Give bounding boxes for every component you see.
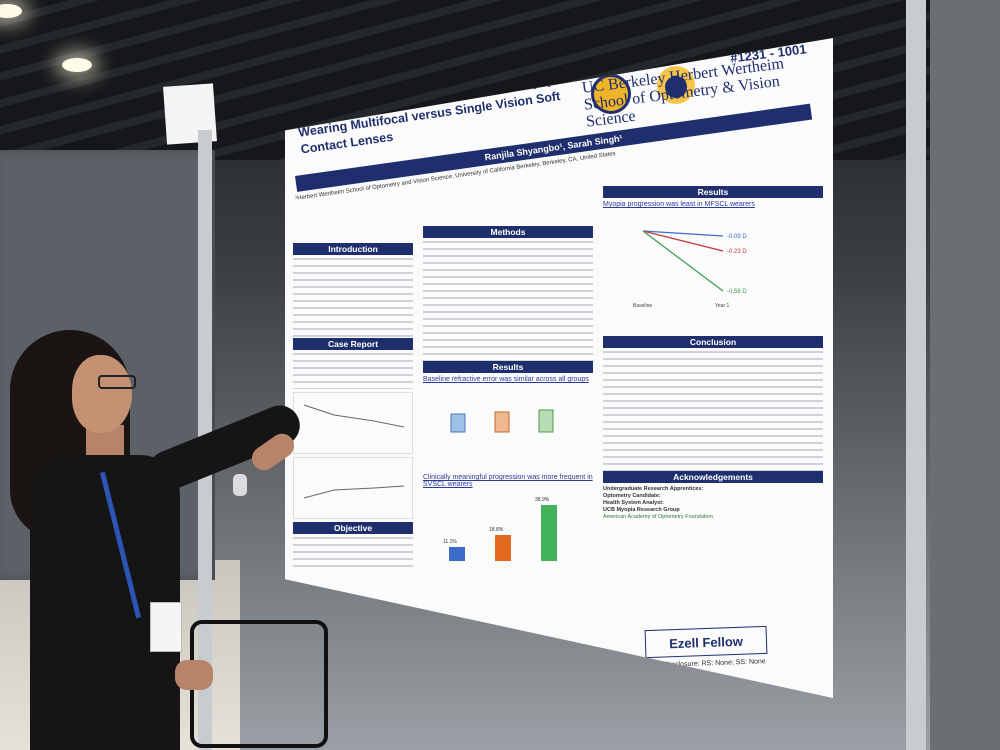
x-label-baseline: Baseline [633, 303, 652, 309]
progression-plot: -0.09 D -0.23 D -0.58 D Baseline Year 1 [633, 230, 747, 309]
value-label-1: -0.09 D [727, 234, 747, 240]
case-report-text-placeholder [293, 353, 413, 389]
x-label-year1: Year 1 [715, 303, 729, 309]
center-column: Methods Results Baseline refractive erro… [423, 226, 593, 576]
bar-2-label: 18.8% [489, 527, 504, 533]
resting-hand [175, 660, 213, 690]
intro-text-placeholder [293, 258, 413, 338]
line-svscl-prior [642, 230, 724, 252]
barplot-title: Clinically meaningful progression was mo… [423, 474, 593, 488]
value-label-2: -0.23 D [727, 249, 747, 255]
watch-icon [233, 474, 247, 496]
bar-3-label: 38.9% [535, 497, 550, 503]
conclusion-text-placeholder [603, 351, 823, 471]
panel-pole [906, 0, 926, 750]
section-objective: Objective [293, 522, 413, 534]
case-plot-1 [293, 392, 413, 454]
disclosure: Disclosure: RS: None; SS: None [664, 658, 766, 669]
ezell-fellow-badge: Ezell Fellow [644, 625, 768, 659]
box-3 [538, 409, 554, 433]
display-panel-right [930, 0, 1000, 750]
ack-analyst: Health System Analyst: [603, 500, 664, 506]
bar-2 [495, 535, 511, 561]
objective-text-placeholder [293, 537, 413, 567]
right-column: Results Myopia progression was least in … [603, 186, 823, 521]
value-label-3: -0.58 D [727, 289, 747, 295]
research-poster: #1231 - 1001 UC Berkeley Herbert Werthei… [285, 38, 833, 698]
bar-1 [449, 547, 465, 561]
case-plot-2 [293, 457, 413, 519]
ceiling-light [62, 58, 92, 72]
ceiling-light [0, 4, 22, 18]
section-methods: Methods [423, 226, 593, 238]
section-introduction: Introduction [293, 243, 413, 255]
section-conclusion: Conclusion [603, 336, 823, 348]
barplot: 11.1% 18.8% 38.9% [443, 497, 557, 561]
section-case-report: Case Report [293, 338, 413, 350]
bar-1-label: 11.1% [443, 539, 457, 545]
person-face [72, 355, 132, 433]
boxplot-title: Baseline refractive error was similar ac… [423, 376, 589, 383]
boxplot [450, 409, 554, 433]
line-current-mfscl [642, 230, 724, 237]
section-acknowledgements: Acknowledgements [603, 471, 823, 483]
ezell-fellow-text: Ezell Fellow [668, 633, 744, 651]
bear-logo-icon [657, 66, 695, 104]
ack-group: UCB Myopia Research Group [603, 507, 680, 513]
box-2 [494, 411, 510, 433]
methods-text-placeholder [423, 241, 593, 361]
name-badge [150, 602, 182, 652]
glasses-icon [98, 375, 136, 389]
line-svscl-no-prior [642, 230, 724, 292]
box-1 [450, 413, 466, 433]
left-column: Introduction Case Report Objective [293, 243, 413, 567]
ack-candidate: Optometry Candidate: [603, 493, 661, 499]
bar-3 [541, 505, 557, 561]
aaof-label: American Academy of Optometry Foundation [603, 514, 713, 520]
results-headline: Myopia progression was least in MFSCL we… [603, 201, 755, 208]
case-plot-2-svg [303, 485, 405, 499]
uc-berkeley-seal-icon [591, 74, 631, 114]
case-plot-1-svg [303, 404, 405, 428]
ack-undergrad: Undergraduate Research Apprentices: [603, 486, 704, 492]
section-results-center: Results [423, 361, 593, 373]
section-results-right: Results [603, 186, 823, 198]
